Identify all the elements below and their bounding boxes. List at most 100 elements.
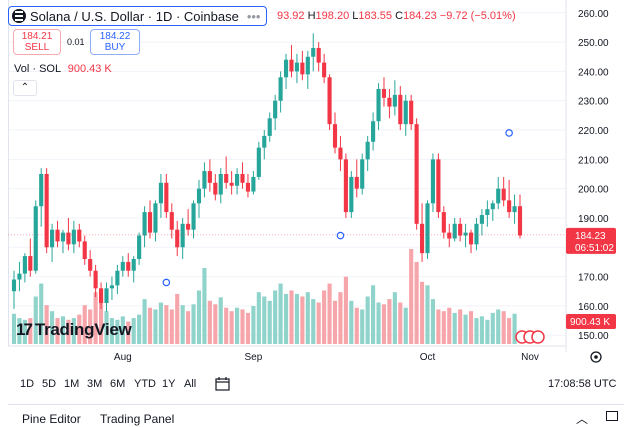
ohlc-low: 183.55 <box>358 10 393 22</box>
volume-bar <box>196 290 202 344</box>
volume-bar <box>191 304 196 344</box>
candle-body <box>501 188 506 201</box>
time-tick-label: Aug <box>114 352 132 363</box>
candle-body <box>447 232 452 239</box>
candle-body <box>430 159 436 204</box>
volume-bar <box>71 318 76 344</box>
timeframe-1d[interactable]: 1D <box>20 378 35 390</box>
candle-body <box>490 203 495 210</box>
symbol-title: Solana / U.S. Dollar · 1D · Coinbase <box>30 8 239 24</box>
volume-bar <box>44 305 49 344</box>
volume-bar <box>479 316 484 344</box>
timeframe-1m[interactable]: 1M <box>64 378 80 390</box>
volume-bar <box>131 318 136 344</box>
timeframe-3m[interactable]: 3M <box>87 378 103 390</box>
tab-trading-panel[interactable]: Trading Panel <box>100 412 175 426</box>
volume-bar <box>436 309 441 344</box>
candle-body <box>327 77 332 125</box>
volume-bar <box>283 293 289 344</box>
utc-clock[interactable]: 17:08:58 UTC <box>548 378 617 390</box>
ohlc-close-label: C <box>395 10 404 22</box>
sell-button[interactable]: 184.21 SELL <box>13 29 61 55</box>
candle-body <box>463 232 468 236</box>
time-tick-label: Oct <box>420 352 436 363</box>
candle-body <box>387 97 392 107</box>
timeframe-1y[interactable]: 1Y <box>162 378 176 390</box>
price-tick-label: 230.00 <box>578 97 609 108</box>
ohlc-change: −9.72 (−5.01%) <box>439 10 516 22</box>
symbol-search[interactable]: Solana / U.S. Dollar · 1D · Coinbase ••• <box>8 6 268 26</box>
tradingview-logo[interactable]: 17 TradingView <box>16 320 132 340</box>
volume-bar <box>137 314 142 344</box>
candle-body <box>60 232 66 242</box>
price-tick-label: 220.00 <box>578 126 609 137</box>
volume-bar <box>213 304 218 344</box>
candle-body <box>191 203 196 230</box>
candle-body <box>44 174 49 248</box>
volume-bar <box>60 316 66 344</box>
candle-body <box>496 188 501 204</box>
volume-bar <box>256 292 261 344</box>
candle-body <box>273 100 278 119</box>
candle-body <box>365 141 370 160</box>
candle-body <box>262 135 267 148</box>
volume-bar <box>338 292 343 344</box>
volume-bar <box>343 276 348 344</box>
timeframe-6m[interactable]: 6M <box>110 378 126 390</box>
bottom-panel-tabs: Pine Editor Trading Panel ︿ <box>8 404 624 426</box>
settings-gear-icon[interactable] <box>590 351 602 363</box>
candle-body <box>305 56 310 75</box>
volume-bar <box>77 314 82 344</box>
candle-body <box>137 235 142 259</box>
candle-body <box>267 118 272 136</box>
ohlc-high: 198.20 <box>315 10 350 22</box>
tab-pine-editor[interactable]: Pine Editor <box>22 412 81 426</box>
price-chart[interactable]: 150.00160.00170.00180.00190.00200.00210.… <box>0 0 624 372</box>
spread-value: 0.01 <box>67 37 85 47</box>
price-tick-label: 240.00 <box>578 67 609 78</box>
candle-body <box>169 212 174 230</box>
tv-mark-icon: 17 <box>16 320 33 339</box>
collapse-legend-button[interactable]: ⌃ <box>13 80 37 96</box>
candle-body <box>235 174 240 186</box>
volume-bar <box>202 268 207 344</box>
left-border <box>8 0 9 346</box>
volume-bar <box>245 312 251 344</box>
sell-price: 184.21 <box>21 31 53 42</box>
candle-body <box>517 206 523 236</box>
ohlc-close: 184.23 <box>403 10 437 22</box>
candle-body <box>436 159 441 213</box>
chevron-up-icon[interactable]: ︿ <box>576 412 589 426</box>
volume-bar <box>175 293 180 344</box>
chart-area[interactable]: 150.00160.00170.00180.00190.00200.00210.… <box>0 0 624 372</box>
candle-body <box>311 47 316 57</box>
candle-body <box>88 259 93 271</box>
candle-body <box>419 223 425 254</box>
last-price-value: 184.23 <box>575 231 606 242</box>
volume-legend: Vol · SOL 900.43 K <box>14 63 112 75</box>
more-dots-icon[interactable]: ••• <box>246 8 261 24</box>
volume-bar <box>235 307 240 344</box>
volume-bar <box>403 307 408 344</box>
price-tick-label: 160.00 <box>578 302 609 313</box>
volume-bar <box>512 313 517 344</box>
candle-body <box>126 261 131 271</box>
buy-label: BUY <box>104 42 126 53</box>
candle-body <box>278 77 283 101</box>
buy-button[interactable]: 184.22 BUY <box>90 29 140 55</box>
volume-bar <box>207 300 212 344</box>
volume-tag-bg <box>566 314 616 329</box>
candle-body <box>381 89 387 98</box>
maximize-panel-icon[interactable] <box>606 411 618 421</box>
volume-bar <box>447 307 452 344</box>
candle-body <box>392 94 397 107</box>
candle-body <box>343 159 348 213</box>
timeframe-ytd[interactable]: YTD <box>134 378 156 390</box>
volume-bar <box>126 321 131 344</box>
candle-body <box>153 203 158 233</box>
tradingview-wordmark: TradingView <box>34 320 132 339</box>
date-range-icon[interactable] <box>214 376 232 392</box>
timeframe-5d[interactable]: 5D <box>42 378 57 390</box>
volume-bar <box>430 299 436 344</box>
timeframe-all[interactable]: All <box>184 378 197 390</box>
